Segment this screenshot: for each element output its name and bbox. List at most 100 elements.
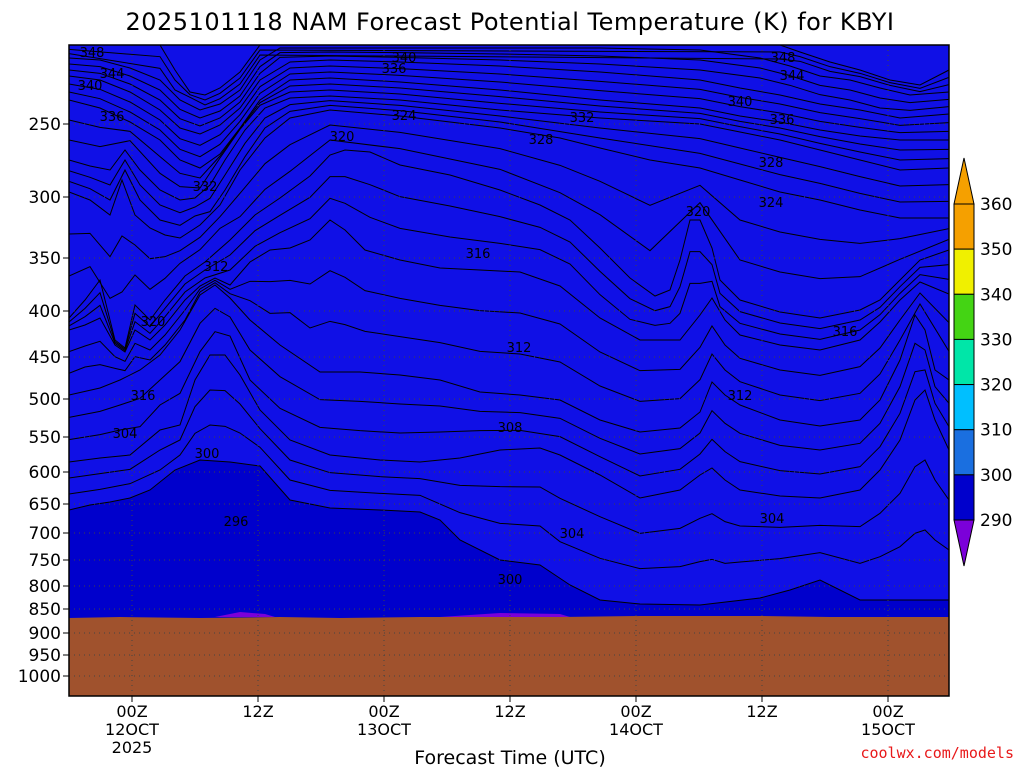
y-tick-label: 350: [29, 249, 61, 269]
colorbar-tick-label: 330: [980, 330, 1012, 350]
contour-label-328: 328: [529, 133, 554, 148]
x-tick-label-date: 13OCT: [357, 720, 411, 739]
contour-label-304: 304: [113, 427, 138, 442]
colorbar-tick-label: 320: [980, 376, 1012, 396]
contour-line: [69, 331, 949, 477]
x-tick-label-hour: 12Z: [494, 702, 525, 721]
contour-label-340: 340: [78, 79, 103, 94]
contour-label-316: 316: [131, 389, 156, 404]
x-tick-label-date: 14OCT: [609, 720, 663, 739]
band-below-290-b: [440, 613, 570, 617]
y-tick-label: 800: [29, 577, 61, 597]
contour-line: [69, 389, 949, 534]
x-tick-label-hour: 12Z: [242, 702, 273, 721]
colorbar-tick-label: 300: [980, 466, 1012, 486]
contour-line: [69, 284, 949, 433]
colorbar-tick-label: 350: [980, 240, 1012, 260]
contour-label-324: 324: [392, 109, 417, 124]
contour-label-316: 316: [466, 247, 491, 262]
band-below-290-a: [215, 612, 275, 617]
x-axis-label: Forecast Time (UTC): [414, 747, 605, 768]
contour-line: [69, 59, 949, 135]
contour-label-320: 320: [686, 205, 711, 220]
colorbar-segment: [953, 203, 975, 250]
contour-label-308: 308: [498, 421, 523, 436]
contour-lines: [69, 45, 949, 606]
contour-label-320: 320: [141, 315, 166, 330]
contour-line: [69, 77, 949, 169]
colorbar-max-arrow: [953, 157, 975, 205]
contour-label-316: 316: [833, 325, 858, 340]
y-tick-label: 850: [29, 600, 61, 620]
colorbar-segment: [953, 429, 975, 476]
colorbar-tick-label: 310: [980, 421, 1012, 441]
colorbar-segment: [953, 293, 975, 340]
contour-label-336: 336: [382, 62, 407, 77]
y-tick-label: 900: [29, 624, 61, 644]
y-axis: 250 300 350 400 450 500 550 600 650 700 750 800 850 9…: [18, 115, 69, 687]
grid-lines: [69, 45, 949, 696]
contour-line: [69, 109, 949, 239]
x-tick-label-hour: 00Z: [872, 702, 903, 721]
contour-label-348: 348: [80, 46, 105, 61]
contour-line: [69, 95, 949, 201]
contour-line: [69, 270, 949, 376]
contour-label-344: 344: [100, 67, 125, 82]
contour-line: [69, 197, 949, 352]
contour-line: [69, 219, 949, 353]
contour-line: [69, 307, 949, 455]
colorbar-segment: [953, 338, 975, 386]
colorbar-tick-label: 290: [980, 511, 1012, 531]
contour-label-300: 300: [195, 447, 220, 462]
contour-label-300: 300: [498, 573, 523, 588]
colorbar-segment: [953, 474, 975, 521]
x-tick-label-hour: 00Z: [620, 702, 651, 721]
contour-line: [69, 47, 949, 111]
credit-text: coolwx.com/models: [860, 744, 1014, 762]
contour-line: [69, 55, 949, 127]
contour-label-332: 332: [193, 180, 218, 195]
y-tick-label: 300: [29, 188, 61, 208]
y-tick-label: 1000: [18, 667, 61, 687]
y-tick-label: 450: [29, 348, 61, 368]
contour-line: [69, 83, 949, 179]
contour-bands: [69, 45, 949, 617]
contour-line: [69, 100, 949, 214]
contour-label-312: 312: [507, 341, 532, 356]
contour-line: [69, 424, 949, 570]
contour-label-320: 320: [330, 130, 355, 145]
contour-line: [69, 104, 949, 226]
contour-label-324: 324: [759, 196, 784, 211]
contour-label-304: 304: [760, 512, 785, 527]
contour-line: [69, 89, 949, 189]
contour-label-328: 328: [759, 156, 784, 171]
x-tick-label-year: 2025: [112, 738, 153, 757]
contour-line: [69, 124, 949, 260]
y-tick-label: 400: [29, 302, 61, 322]
contour-line: [69, 45, 949, 96]
contour-label-304: 304: [560, 527, 585, 542]
contour-label-340: 340: [728, 95, 753, 110]
contour-label-348: 348: [771, 51, 796, 66]
plot-area: [69, 45, 949, 696]
contour-label-332: 332: [570, 111, 595, 126]
contour-line: [69, 51, 949, 119]
x-tick-label-hour: 12Z: [746, 702, 777, 721]
contour-line: [69, 71, 949, 158]
contour-line: [69, 459, 949, 606]
band-300-305: [69, 45, 949, 605]
y-tick-label: 500: [29, 390, 61, 410]
colorbar-tick-label: 360: [980, 195, 1012, 215]
colorbar-segment: [953, 248, 975, 295]
contour-label-296: 296: [224, 515, 249, 530]
contour-label-312: 312: [204, 260, 229, 275]
contour-label-336: 336: [100, 110, 125, 125]
contour-label-312: 312: [728, 389, 753, 404]
colorbar: 360 350 340 330 320 310 300 290: [953, 157, 1012, 567]
x-tick-label-date: 15OCT: [861, 720, 915, 739]
contour-line: [69, 53, 949, 106]
contour-label-344: 344: [780, 69, 805, 84]
